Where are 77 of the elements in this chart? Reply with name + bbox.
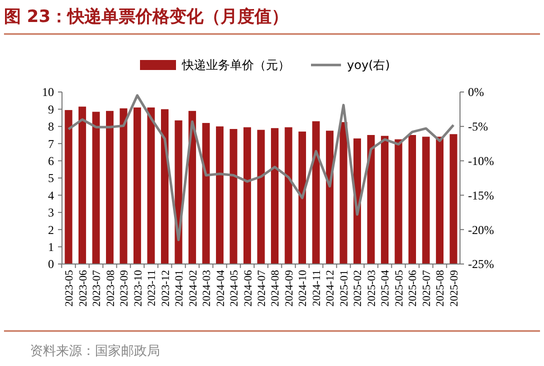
y-tick-label: 9 [48,102,54,116]
x-tick-label: 2025-06 [407,270,420,307]
y-tick-label: 8 [48,120,54,134]
x-tick-label: 2025-04 [380,270,392,307]
y-tick-label: 7 [48,136,54,151]
x-tick-label: 2024-02 [187,270,200,307]
bar [202,122,210,264]
bar [92,112,100,264]
bar [394,139,402,264]
x-tick-label: 2024-06 [242,270,254,307]
bar [436,136,444,264]
bar [120,108,128,264]
y2-tick-label: -20% [468,222,494,237]
bar [340,122,348,264]
bar [422,136,430,264]
x-tick-label: 2025-08 [434,270,447,307]
y-tick-label: 3 [48,206,54,220]
x-tick-label: 2024-03 [201,270,214,307]
y-tick-label: 5 [48,171,54,186]
bar [270,128,279,264]
y2-tick-label: -15% [468,188,494,202]
y-tick-label: 4 [48,188,54,202]
bar [106,110,114,264]
text: 资料来源：国家邮政局 [30,343,160,359]
y2-tick-label: -5% [468,120,488,134]
x-tick-label: 2024-10 [297,270,310,307]
x-tick-label: 2024-12 [324,270,337,307]
x-tick-label: 2024-08 [270,270,282,307]
x-tick-label: 2024-04 [214,270,227,307]
bar [133,107,142,264]
y-tick-label: 0 [48,257,54,272]
x-tick-label: 2025-09 [448,270,460,307]
chart-title: 图 23：快递单票价格变化（月度值） [4,7,289,27]
bar [408,135,416,264]
legend-label: yoy(右) [347,58,390,72]
bar [367,135,375,264]
x-tick-label: 2025-03 [366,270,378,307]
bar [326,130,334,264]
x-tick-label: 2025-02 [352,270,364,307]
y-tick-label: 6 [48,154,54,168]
x-tick-label: 2023-05 [64,270,76,307]
x-tick-label: 2024-07 [256,270,268,307]
y-tick-label: 10 [42,85,54,100]
bar [243,127,252,264]
x-tick-label: 2023-06 [77,270,90,307]
bar [78,106,86,264]
x-tick-label: 2023-12 [160,270,172,307]
bar [298,132,306,264]
x-tick-label: 2024-09 [283,270,296,307]
y2-tick-label: -10% [468,154,494,168]
x-tick-label: 2024-11 [310,270,323,306]
y-tick-label: 2 [48,222,54,237]
x-tick-label: 2025-07 [420,270,433,307]
bar [380,136,389,264]
x-tick-label: 2023-11 [146,270,158,306]
x-tick-label: 2023-09 [118,270,131,307]
x-tick-label: 2024-05 [228,270,241,307]
x-tick-label: 2025-05 [393,270,406,307]
y2-tick-label: 0% [468,85,484,100]
y-tick-label: 1 [48,240,54,254]
bar [312,121,320,264]
y2-tick-label: -25% [468,257,494,272]
bar [64,110,72,264]
bar [284,127,292,264]
bar [216,126,224,264]
x-tick-label: 2024-01 [174,270,186,307]
x-tick-label: 2025-01 [338,270,350,307]
bar [230,128,238,264]
x-tick-label: 2023-10 [132,270,144,307]
bar [450,134,458,264]
bar [147,107,155,264]
bar [160,109,169,264]
x-tick-label: 2023-08 [104,270,117,307]
bar [257,130,265,264]
legend-label: 快递业务单价（元） [181,58,290,72]
line-series [67,94,455,242]
x-tick-label: 2023-07 [91,270,104,307]
